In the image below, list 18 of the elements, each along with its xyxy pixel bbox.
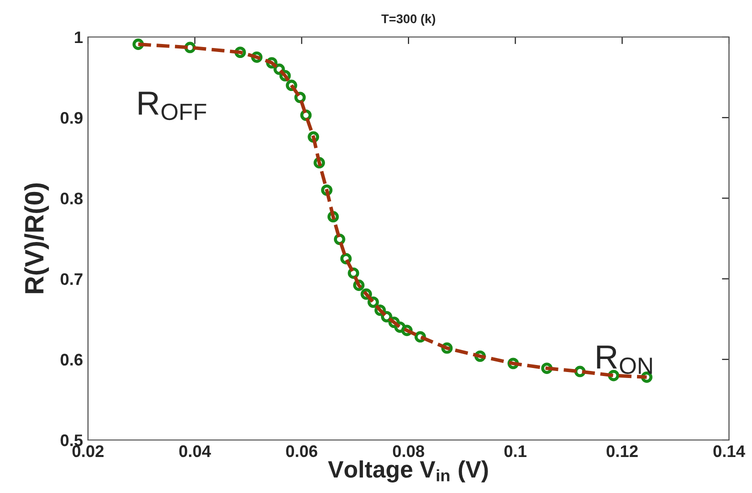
x-tick-label: 0.06 [286,445,318,458]
x-tick-label: 0.12 [606,445,638,458]
y-tick-label: 0.5 [60,434,83,446]
x-tick-label: 0.08 [392,445,424,458]
x-tick-label: 0.04 [179,445,211,458]
annotation: R$_{ON}$ [597,346,652,374]
chart-title: T=300 (k) [381,14,436,26]
y-tick-label: 0.9 [60,112,83,124]
y-axis-title: R(V)/R(0) [24,183,49,294]
y-tick-label: 0.8 [60,192,83,204]
y-tick-label: 0.6 [60,354,83,366]
x-tick-label: 0.1 [504,445,526,458]
x-tick-label: 0.02 [72,445,104,458]
annotation: R$_{OFF}$ [138,92,206,120]
y-tick-label: 1 [74,32,83,44]
y-tick-label: 0.7 [60,273,82,286]
x-tick-label: 0.14 [713,445,746,458]
x-axis-title: Voltage V$_{in}$ (V) [328,460,488,483]
